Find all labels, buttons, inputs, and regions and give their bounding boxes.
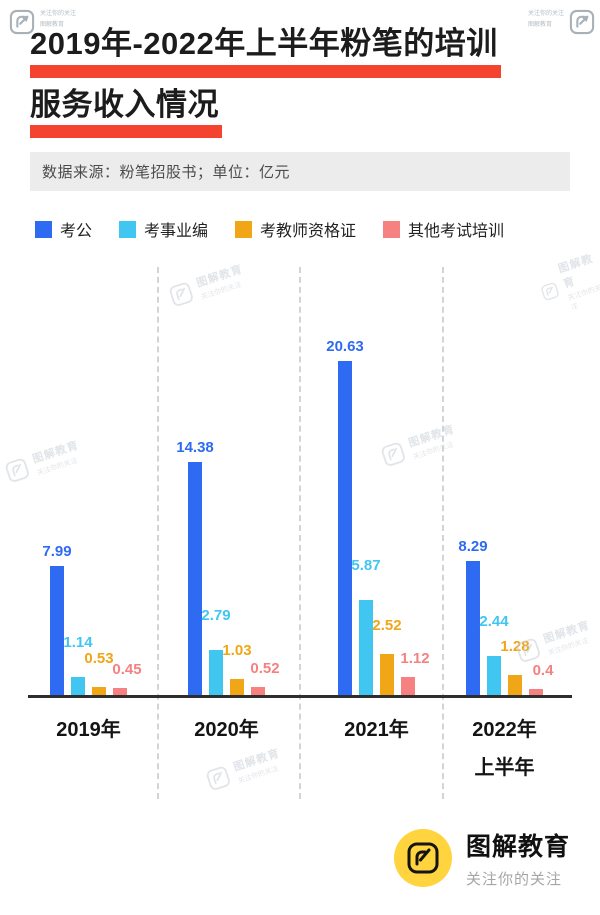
bar-group: 14.38 2.79 1.03 0.52	[176, 261, 280, 696]
bar	[338, 361, 352, 696]
bar-value-label: 2.44	[479, 612, 509, 630]
bar	[230, 678, 244, 696]
bar	[487, 655, 501, 696]
bar	[466, 560, 480, 696]
bar-value-label: 1.14	[63, 633, 93, 651]
bar-group: 7.99 1.14 0.53 0.45	[42, 261, 142, 696]
corner-logo-right: 关注你的关注 图解教育	[528, 8, 596, 36]
page-title-line2: 服务收入情况	[30, 87, 222, 139]
legend-label: 其他考试培训	[408, 223, 505, 241]
bar-group: 20.63 5.87 2.52 1.12	[326, 261, 430, 696]
legend-item: 考事业编	[119, 217, 208, 241]
category-label: 2022年 上半年	[472, 719, 537, 780]
bar-plot: 7.99 1.14 0.53 0.45 14.38 2.79 1.03 0.52 20.63 5.…	[28, 261, 572, 699]
bar-group: 8.29 2.44 1.28 0.4	[458, 261, 553, 696]
legend-label: 考事业编	[144, 223, 209, 241]
group-divider-dashed-line	[157, 267, 159, 800]
bar	[113, 688, 127, 696]
legend-item: 考教师资格证	[235, 217, 356, 241]
bar-value-label: 7.99	[42, 542, 72, 560]
brand-name: 图解教育	[465, 833, 570, 861]
legend-label: 考教师资格证	[260, 223, 357, 241]
bar	[508, 674, 522, 696]
legend: 考公 考事业编 考教师资格证 其他考试培训	[35, 217, 570, 241]
bar	[50, 565, 64, 696]
brand-logo-icon	[393, 829, 452, 887]
category-label: 2020年	[194, 719, 259, 742]
bar	[188, 462, 202, 696]
bar-value-label: 0.45	[112, 661, 142, 678]
group-divider-dashed-line	[442, 267, 444, 800]
bar-value-label: 0.52	[250, 659, 280, 677]
bar	[359, 600, 373, 696]
bar	[92, 686, 106, 696]
legend-swatch	[119, 220, 137, 238]
bar-value-label: 14.38	[176, 439, 214, 457]
header: 2019年-2022年上半年粉笔的培训 服务收入情况	[0, 0, 600, 139]
bar-value-label: 1.28	[500, 637, 530, 655]
bar	[529, 688, 543, 696]
legend-swatch	[235, 220, 253, 238]
legend-label: 考公	[60, 223, 93, 241]
category-label: 2021年	[344, 719, 409, 742]
brand-logo-icon	[9, 9, 35, 35]
bar-value-label: 8.29	[458, 537, 488, 555]
bar-value-label: 2.79	[201, 607, 231, 625]
bar	[71, 676, 85, 696]
data-source-note: 数据来源：粉笔招股书；单位：亿元	[30, 152, 570, 192]
group-divider-dashed-line	[299, 267, 301, 800]
legend-item: 其他考试培训	[383, 217, 504, 241]
corner-logo-caption: 关注你的关注 图解教育	[40, 11, 77, 28]
bar-value-label: 2.52	[372, 617, 402, 635]
bar-value-label: 0.4	[532, 661, 554, 679]
brand-logo-icon	[569, 9, 595, 35]
footer-brand: 图解教育 关注你的关注	[393, 827, 570, 889]
bar	[380, 654, 394, 696]
bar	[401, 677, 415, 696]
bar	[251, 686, 265, 696]
page-title-line1: 2019年-2022年上半年粉笔的培训	[30, 26, 501, 78]
legend-swatch	[383, 220, 401, 238]
bar-value-label: 1.03	[222, 641, 252, 659]
corner-logo-caption: 关注你的关注 图解教育	[527, 11, 564, 28]
brand-slogan: 关注你的关注	[465, 871, 562, 888]
bar-value-label: 1.12	[400, 650, 430, 668]
legend-item: 考公	[35, 217, 92, 241]
category-label: 2019年	[56, 719, 121, 742]
bar-value-label: 0.53	[84, 649, 114, 667]
corner-logo-left: 关注你的关注 图解教育	[8, 8, 76, 36]
bar-value-label: 20.63	[326, 338, 364, 356]
legend-swatch	[35, 220, 52, 238]
bar-value-label: 5.87	[351, 557, 381, 575]
bar-chart: 7.99 1.14 0.53 0.45 14.38 2.79 1.03 0.52 20.63 5.…	[28, 261, 572, 806]
bar	[209, 650, 223, 696]
